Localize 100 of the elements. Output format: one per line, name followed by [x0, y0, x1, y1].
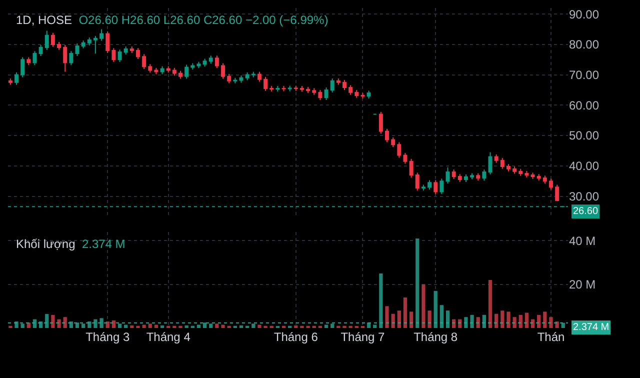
candlestick [342, 79, 346, 90]
bar [470, 314, 474, 328]
candlestick [257, 71, 262, 82]
candlestick [354, 89, 359, 98]
candlestick [397, 142, 402, 158]
candlestick [239, 74, 244, 84]
x-tick-label: Tháng 7 [340, 330, 386, 344]
candlestick [385, 128, 389, 143]
bar [379, 273, 383, 328]
bar [202, 322, 207, 328]
candlestick [264, 76, 268, 92]
bar [154, 324, 158, 328]
candlestick [366, 90, 371, 99]
candlestick [464, 174, 468, 182]
candlestick [312, 88, 316, 96]
bar [57, 319, 61, 328]
candlestick [112, 48, 116, 63]
bar [324, 324, 328, 328]
candlestick [518, 168, 523, 176]
y-tick-label: 30.00 [569, 189, 600, 204]
candlestick [8, 78, 12, 86]
candlestick [470, 172, 474, 180]
candlestick [452, 169, 456, 180]
bar [94, 319, 98, 328]
y-tick-label: 60.00 [569, 98, 600, 112]
x-tick-label: Tháng 4 [146, 330, 191, 344]
candlestick [446, 166, 450, 184]
candlestick [93, 35, 98, 54]
candlestick [494, 154, 498, 164]
candlestick [118, 49, 122, 63]
candlestick [75, 43, 80, 56]
bar [75, 322, 80, 328]
bar [81, 324, 86, 328]
bar [373, 324, 377, 328]
candlestick [20, 56, 25, 78]
bar [196, 324, 201, 328]
candlestick [202, 58, 207, 68]
bar [106, 321, 110, 328]
candlestick [549, 178, 553, 190]
bar [148, 324, 152, 328]
bar [543, 312, 547, 328]
candlestick [270, 86, 274, 92]
bar [537, 314, 541, 328]
candlestick [458, 174, 462, 182]
bar [112, 320, 116, 328]
candlestick [530, 172, 535, 180]
bar [482, 314, 486, 328]
bar [239, 325, 244, 328]
candlestick [32, 50, 37, 66]
x-tick-label: Tháng 8 [414, 330, 458, 344]
bar [549, 317, 553, 328]
chart-title: Khối lượng [16, 237, 76, 251]
candlestick [172, 67, 176, 76]
bar [14, 321, 18, 328]
y-tick-label: 70.00 [569, 68, 600, 82]
ref-line-label: 26.60 [573, 206, 598, 217]
candlestick [245, 72, 250, 81]
candlestick [214, 55, 219, 69]
candlestick [318, 89, 322, 101]
candlestick [26, 56, 31, 66]
candlestick [336, 78, 340, 86]
bar [397, 310, 401, 328]
candlestick [251, 71, 256, 78]
bar [428, 310, 432, 328]
bar [252, 324, 256, 328]
candlestick [536, 174, 541, 181]
candlestick [57, 42, 62, 50]
bar [476, 317, 480, 328]
bar [416, 238, 420, 328]
x-tick-label: Thán [537, 330, 565, 344]
y-tick-label: 40 M [569, 234, 596, 248]
candlestick [391, 136, 396, 148]
bar [506, 312, 510, 328]
bar [118, 324, 122, 328]
candlestick [276, 86, 280, 92]
x-tick-label: Tháng 6 [274, 330, 318, 344]
bar [385, 306, 389, 328]
candlestick [282, 86, 286, 92]
y-tick-label: 80.00 [569, 38, 600, 52]
candlestick [300, 86, 304, 92]
candlestick [63, 44, 68, 72]
candlestick [409, 158, 414, 178]
candlestick [288, 85, 292, 92]
bar [124, 324, 128, 328]
text: 1D, HOSE [16, 13, 72, 27]
candlestick [154, 67, 158, 75]
bar [409, 312, 414, 328]
candlestick [69, 50, 74, 66]
bar [512, 317, 516, 328]
bar [63, 317, 67, 328]
candlestick [306, 86, 310, 94]
candlestick [403, 152, 408, 164]
bar [51, 314, 55, 328]
candlestick [148, 64, 152, 74]
bar [488, 280, 492, 328]
bar [440, 305, 444, 328]
candlestick [87, 36, 92, 46]
candlestick [294, 85, 298, 92]
candlestick [106, 30, 110, 54]
bar [403, 297, 408, 328]
